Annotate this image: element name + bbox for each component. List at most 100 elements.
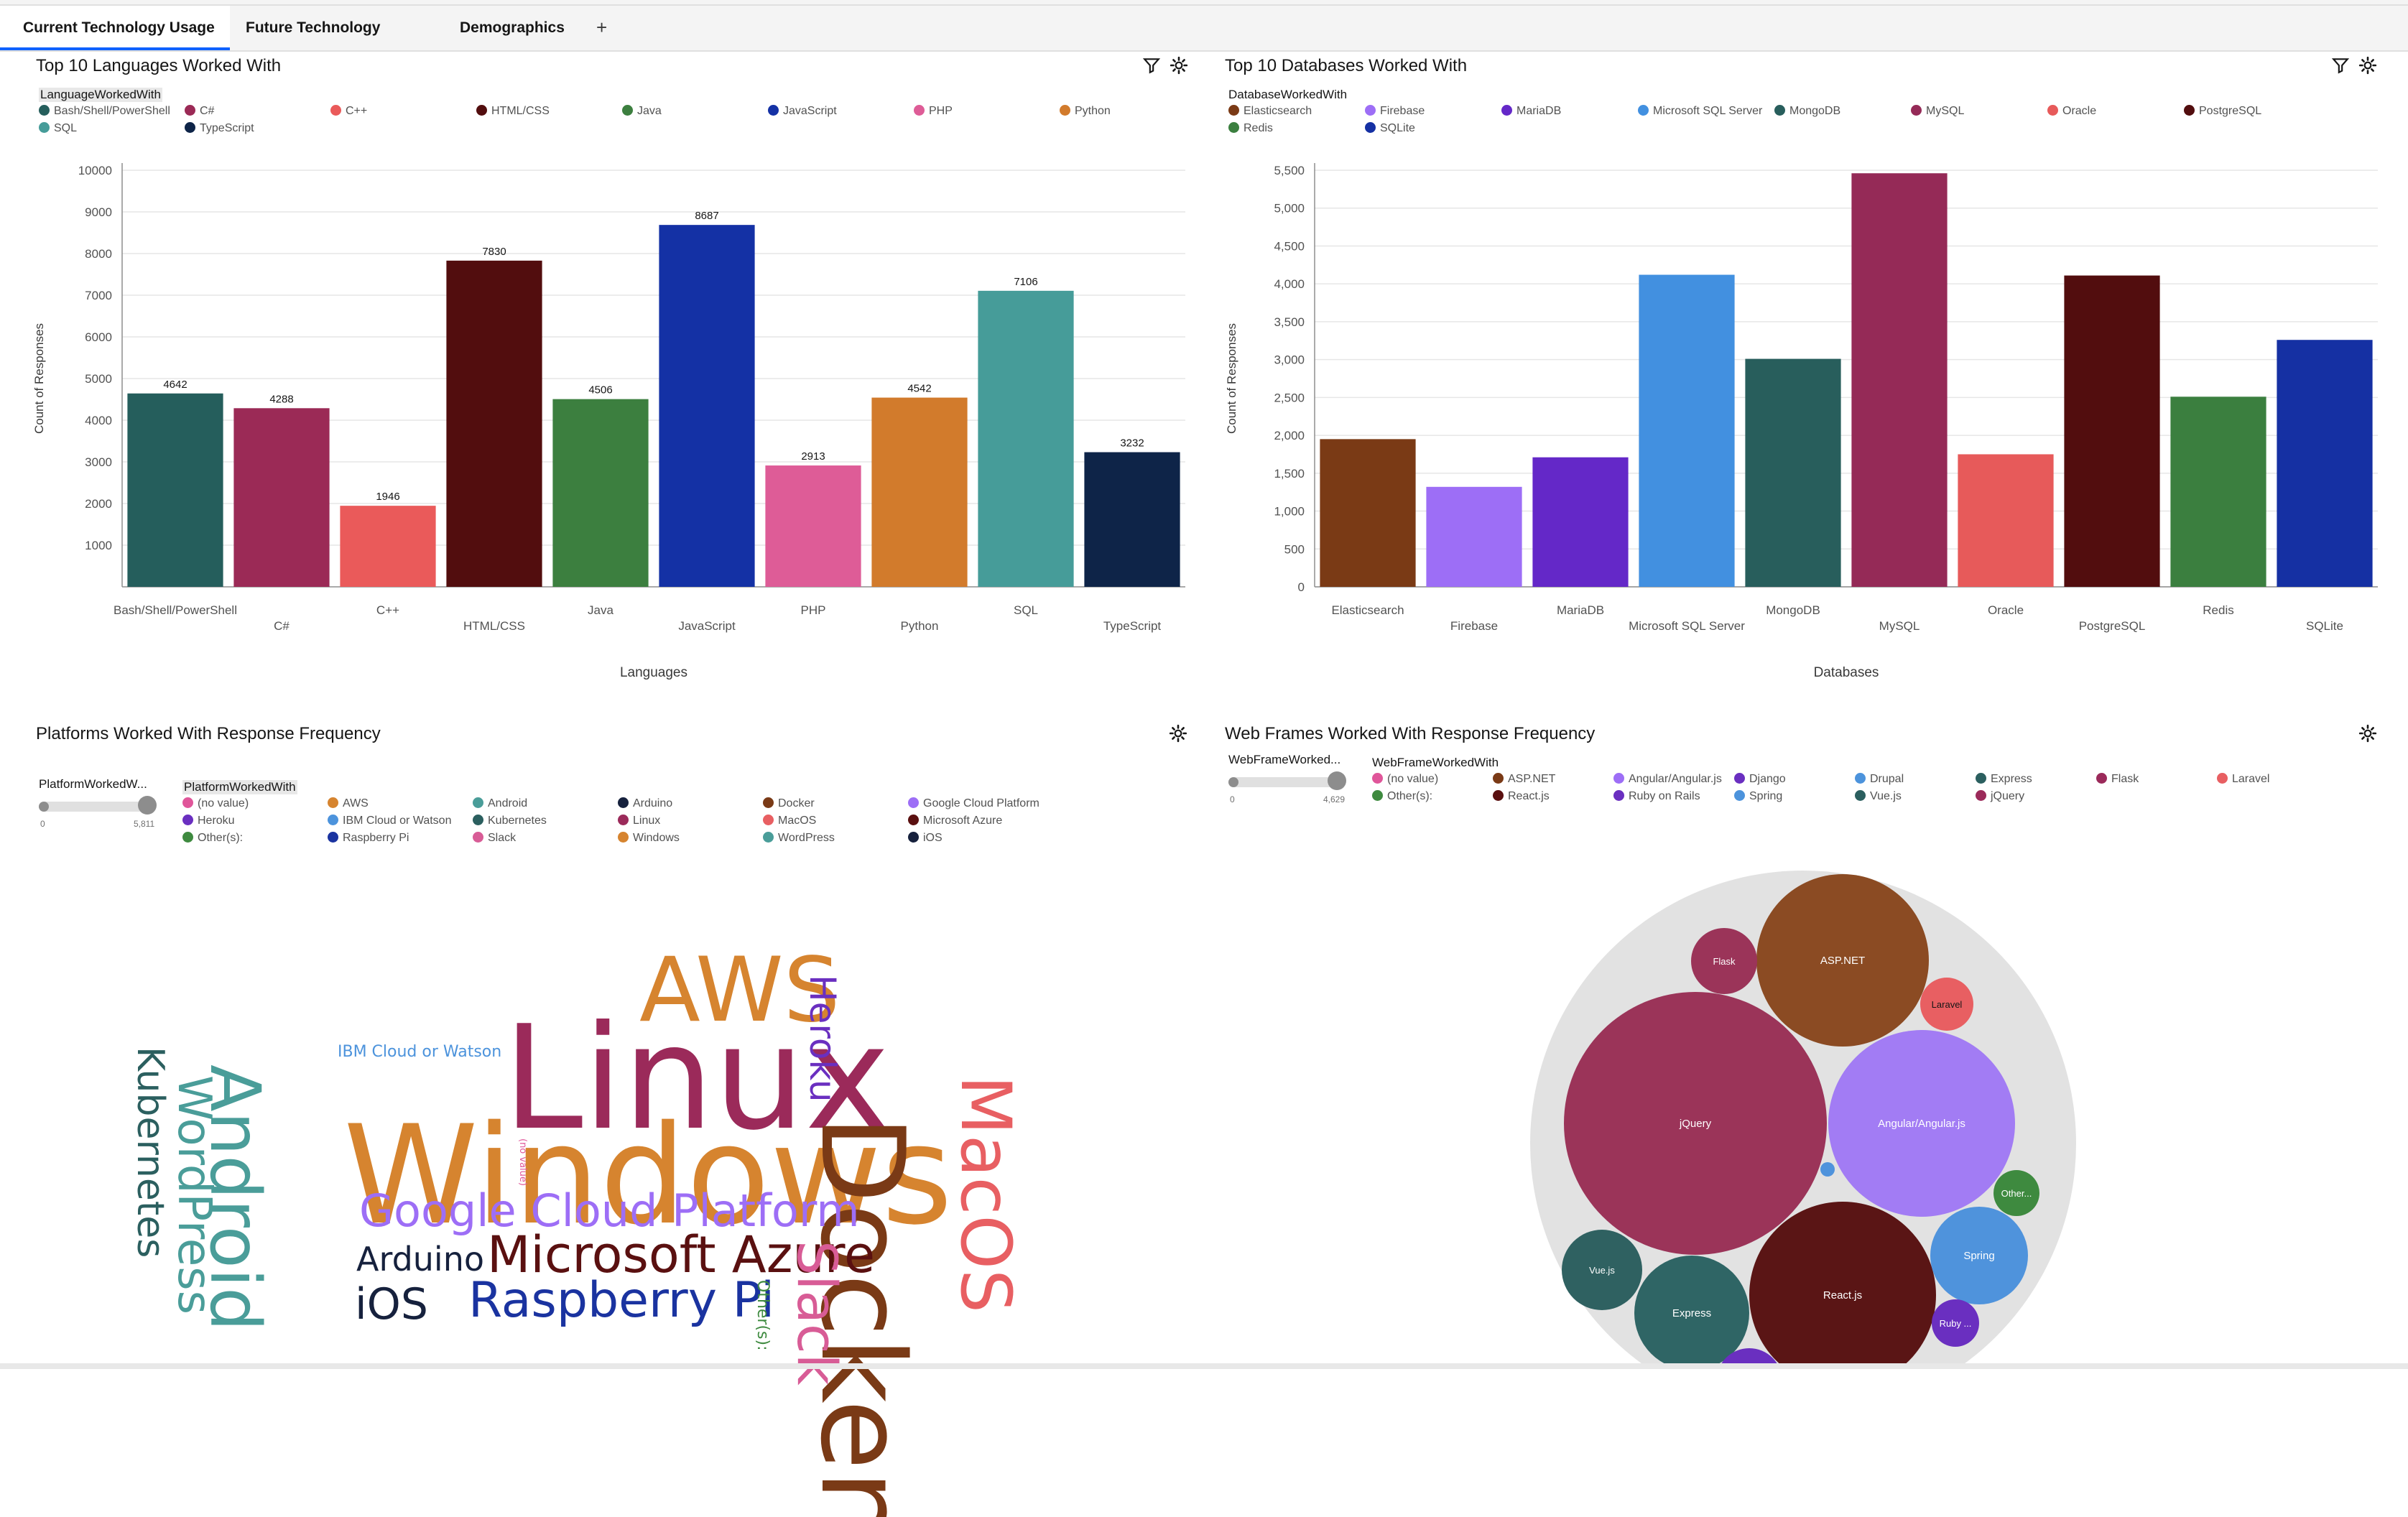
legend-item-laravel[interactable]: Laravel xyxy=(2217,773,2269,786)
bar-php[interactable] xyxy=(765,465,861,587)
bubble-express[interactable]: Express xyxy=(1634,1256,1749,1369)
legend-item-no-value[interactable]: (no value) xyxy=(182,797,249,810)
legend-item-raspberry-pi[interactable]: Raspberry Pi xyxy=(328,832,409,845)
bubble-circle[interactable] xyxy=(1820,1162,1835,1177)
bar-mariadb[interactable] xyxy=(1532,457,1629,587)
legend-item-django[interactable]: Django xyxy=(1734,773,1786,786)
legend-item-ibm-cloud-or-watson[interactable]: IBM Cloud or Watson xyxy=(328,815,451,827)
legend-item-redis[interactable]: Redis xyxy=(1228,122,1273,135)
legend-item-typescript[interactable]: TypeScript xyxy=(185,122,254,135)
bubble-minor[interactable] xyxy=(1820,1162,1835,1177)
legend-item-spring[interactable]: Spring xyxy=(1734,790,1782,803)
bubble-other[interactable]: Other... xyxy=(1993,1170,2039,1216)
bubble-circle[interactable] xyxy=(1993,1170,2039,1216)
bubble-circle[interactable] xyxy=(1564,992,1827,1255)
legend-item-drupal[interactable]: Drupal xyxy=(1855,773,1904,786)
legend-item-oracle[interactable]: Oracle xyxy=(2047,105,2096,118)
bar-bash-shell-powershell[interactable] xyxy=(127,393,223,587)
legend-item-python[interactable]: Python xyxy=(1060,105,1111,118)
legend-item-html-css[interactable]: HTML/CSS xyxy=(476,105,550,118)
settings-icon[interactable] xyxy=(1169,724,1187,743)
legend-item-asp-net[interactable]: ASP.NET xyxy=(1493,773,1555,786)
bar-c[interactable] xyxy=(233,408,330,587)
bar-microsoft-sql-server[interactable] xyxy=(1639,274,1735,587)
legend-item-android[interactable]: Android xyxy=(473,797,527,810)
bar-firebase[interactable] xyxy=(1426,486,1522,587)
legend-item-arduino[interactable]: Arduino xyxy=(618,797,672,810)
tab-demographics[interactable]: Demographics xyxy=(460,19,565,36)
bubble-spring[interactable]: Spring xyxy=(1930,1207,2028,1304)
bar-mysql[interactable] xyxy=(1851,173,1948,587)
legend-item-other-s[interactable]: Other(s): xyxy=(182,832,243,845)
legend-item-firebase[interactable]: Firebase xyxy=(1365,105,1425,118)
legend-item-vue-js[interactable]: Vue.js xyxy=(1855,790,1902,803)
bubble-circle[interactable] xyxy=(1932,1299,1979,1347)
bubble-angular-angular-js[interactable]: Angular/Angular.js xyxy=(1828,1030,2015,1217)
bubble-circle[interactable] xyxy=(1749,1202,1936,1369)
word-aws[interactable]: AWS xyxy=(639,939,841,1042)
legend-item-aws[interactable]: AWS xyxy=(328,797,369,810)
bubble-circle[interactable] xyxy=(1691,928,1757,994)
legend-item-c[interactable]: C++ xyxy=(330,105,367,118)
legend-item-google-cloud-platform[interactable]: Google Cloud Platform xyxy=(908,797,1039,810)
legend-item-javascript[interactable]: JavaScript xyxy=(768,105,837,118)
bubble-circle[interactable] xyxy=(1930,1207,2028,1304)
word-windows[interactable]: Windows xyxy=(343,1096,953,1255)
legend-item-elasticsearch[interactable]: Elasticsearch xyxy=(1228,105,1312,118)
bubble-flask[interactable]: Flask xyxy=(1691,928,1757,994)
bubble-ruby[interactable]: Ruby ... xyxy=(1932,1299,1979,1347)
legend-item-ruby-on-rails[interactable]: Ruby on Rails xyxy=(1613,790,1700,803)
legend-item-no-value[interactable]: (no value) xyxy=(1372,773,1438,786)
word-heroku[interactable]: Heroku xyxy=(802,975,843,1103)
webframe-frequency-slider[interactable] xyxy=(1230,777,1345,787)
bubble-circle[interactable] xyxy=(1920,978,1973,1031)
tab-future-technology-trend[interactable]: Future Technology Trend xyxy=(246,19,381,80)
legend-item-mariadb[interactable]: MariaDB xyxy=(1501,105,1561,118)
bubble-circle[interactable] xyxy=(1828,1030,2015,1217)
legend-item-windows[interactable]: Windows xyxy=(618,832,680,845)
bar-oracle[interactable] xyxy=(1958,454,2054,587)
bubble-circle[interactable] xyxy=(1562,1230,1642,1310)
webframe-slider-max-handle[interactable] xyxy=(1328,771,1346,790)
word-raspberry-pi[interactable]: Raspberry Pi xyxy=(468,1272,774,1329)
settings-icon[interactable] xyxy=(1170,56,1188,75)
platform-slider-min-handle[interactable] xyxy=(39,802,49,812)
bar-sql[interactable] xyxy=(978,290,1074,587)
bar-mongodb[interactable] xyxy=(1745,358,1841,587)
bubble-react-js[interactable]: React.js xyxy=(1749,1202,1936,1369)
bar-typescript[interactable] xyxy=(1084,452,1180,587)
bar-html-css[interactable] xyxy=(446,260,542,587)
legend-item-java[interactable]: Java xyxy=(622,105,662,118)
bar-c[interactable] xyxy=(340,506,436,587)
settings-icon[interactable] xyxy=(2358,724,2377,743)
legend-item-express[interactable]: Express xyxy=(1976,773,2032,786)
platform-slider-max-handle[interactable] xyxy=(138,796,157,815)
platform-frequency-slider[interactable] xyxy=(40,802,155,812)
legend-item-linux[interactable]: Linux xyxy=(618,815,660,827)
legend-item-mysql[interactable]: MySQL xyxy=(1911,105,1964,118)
word-macos[interactable]: MacOS xyxy=(945,1075,1026,1313)
legend-item-other-s[interactable]: Other(s): xyxy=(1372,790,1432,803)
legend-item-heroku[interactable]: Heroku xyxy=(182,815,235,827)
word-other-s[interactable]: Other(s): xyxy=(754,1280,772,1351)
word-ibm-cloud-or-watson[interactable]: IBM Cloud or Watson xyxy=(338,1043,502,1061)
word-kubernetes[interactable]: Kubernetes xyxy=(129,1047,172,1258)
bar-postgresql[interactable] xyxy=(2064,275,2160,587)
bar-sqlite[interactable] xyxy=(2277,340,2373,587)
bar-elasticsearch[interactable] xyxy=(1320,439,1416,587)
filter-icon[interactable] xyxy=(1142,56,1161,75)
legend-item-docker[interactable]: Docker xyxy=(763,797,815,810)
bar-python[interactable] xyxy=(871,397,968,587)
add-tab-button[interactable]: + xyxy=(596,17,608,38)
bubble-vue-js[interactable]: Vue.js xyxy=(1562,1230,1642,1310)
bar-java[interactable] xyxy=(552,399,649,587)
legend-item-angular-angular-js[interactable]: Angular/Angular.js xyxy=(1613,773,1722,786)
word-google-cloud-platform[interactable]: Google Cloud Platform xyxy=(359,1184,860,1237)
legend-item-sql[interactable]: SQL xyxy=(39,122,77,135)
bar-redis[interactable] xyxy=(2170,396,2266,587)
legend-item-macos[interactable]: MacOS xyxy=(763,815,816,827)
word-linux[interactable]: Linux xyxy=(503,995,890,1162)
legend-item-microsoft-sql-server[interactable]: Microsoft SQL Server xyxy=(1638,105,1762,118)
legend-item-ios[interactable]: iOS xyxy=(908,832,943,845)
settings-icon[interactable] xyxy=(2358,56,2377,75)
